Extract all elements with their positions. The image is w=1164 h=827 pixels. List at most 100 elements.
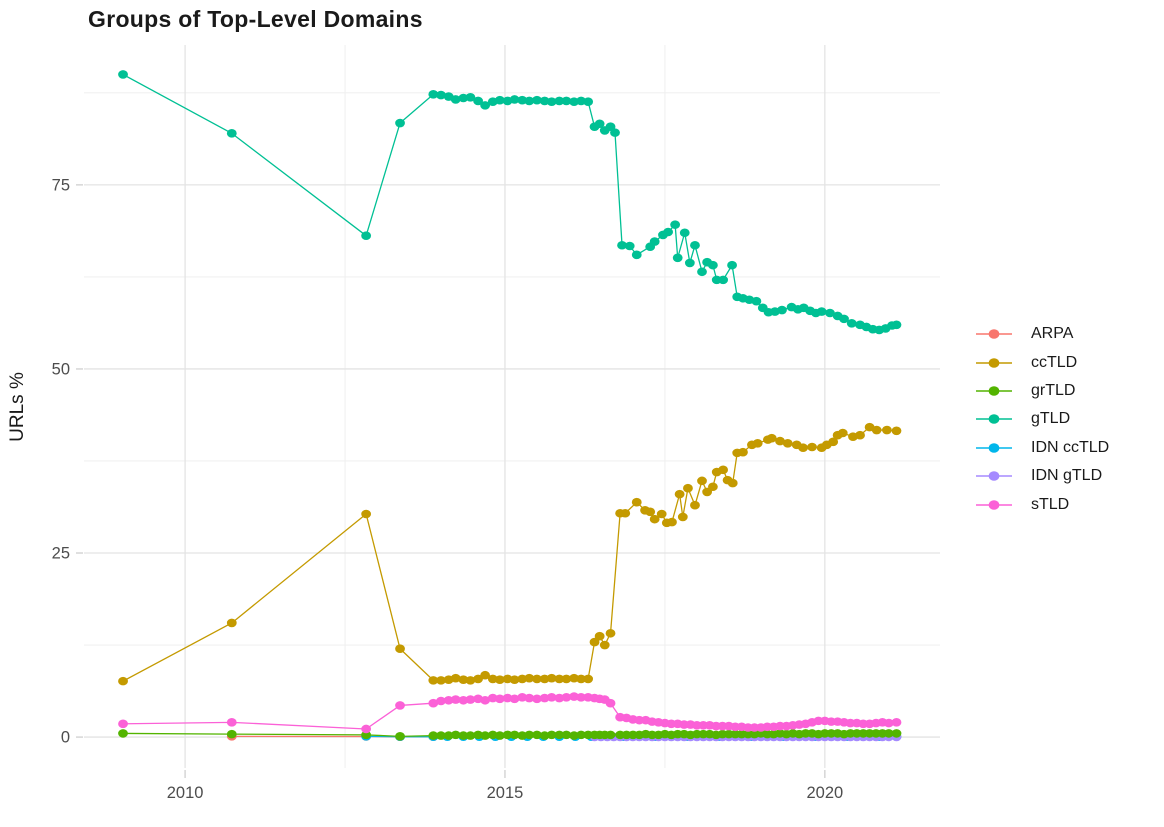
data-point	[450, 730, 461, 740]
data-point	[450, 673, 461, 683]
chart-title: Groups of Top-Level Domains	[88, 6, 423, 32]
legend-label: ccTLD	[1031, 353, 1078, 371]
data-point	[509, 730, 520, 740]
data-point	[494, 95, 505, 105]
data-point	[891, 320, 902, 330]
data-point	[361, 509, 372, 519]
data-point	[881, 425, 892, 435]
data-point	[718, 465, 729, 475]
data-point	[649, 237, 660, 246]
data-point	[480, 670, 491, 680]
data-point	[891, 426, 902, 436]
legend-item-grTLD: grTLD	[975, 377, 1109, 405]
data-point	[891, 729, 902, 738]
data-point	[524, 693, 535, 703]
data-point	[524, 96, 535, 106]
data-point	[846, 319, 857, 328]
legend-label: ARPA	[1031, 325, 1074, 343]
data-point	[891, 718, 902, 727]
legend-label: IDN gTLD	[1031, 467, 1103, 485]
data-point	[677, 512, 688, 522]
data-point	[554, 674, 565, 684]
series-ccTLD	[118, 422, 902, 686]
grid-major	[84, 45, 940, 768]
data-point	[361, 730, 372, 740]
data-point	[576, 674, 586, 684]
data-point	[561, 730, 572, 740]
legend-key-icon	[976, 357, 1012, 368]
data-point	[546, 97, 557, 106]
data-point	[871, 425, 882, 435]
data-point	[583, 97, 594, 106]
data-point	[428, 676, 439, 685]
data-point	[532, 95, 542, 105]
data-point	[656, 509, 667, 519]
data-point	[583, 674, 594, 684]
data-point	[118, 729, 128, 738]
y-tick-label: 0	[61, 729, 70, 747]
data-point	[816, 307, 827, 316]
data-point	[226, 618, 237, 628]
data-point	[605, 628, 616, 638]
legend-key-icon	[976, 471, 1012, 481]
data-point	[837, 428, 848, 438]
data-point	[436, 676, 446, 685]
data-point	[118, 70, 128, 79]
series-gTLD	[118, 70, 902, 335]
data-point	[480, 695, 491, 705]
data-point	[670, 220, 681, 229]
legend: ARPA ccTLD grTLD gTLD IDN ccTLD IDN gTLD sTLD	[975, 320, 1109, 519]
data-point	[465, 695, 476, 704]
data-point	[118, 719, 128, 729]
data-point	[465, 676, 476, 685]
data-point	[450, 695, 461, 704]
data-point	[690, 500, 700, 510]
legend-item-sTLD: sTLD	[975, 490, 1109, 518]
data-point	[649, 514, 660, 524]
data-point	[436, 731, 446, 740]
data-point	[672, 253, 683, 263]
data-point	[825, 308, 835, 318]
data-point	[226, 729, 237, 739]
data-point	[465, 731, 476, 740]
data-point	[589, 637, 600, 647]
data-point	[738, 447, 748, 457]
data-point	[707, 482, 718, 492]
series-grTLD	[118, 729, 902, 741]
grid-minor	[84, 45, 940, 768]
data-point	[576, 730, 586, 740]
legend-item-IDN-ccTLD: IDN ccTLD	[975, 434, 1109, 462]
data-point	[679, 228, 690, 238]
data-point	[458, 731, 469, 740]
data-point	[561, 96, 572, 106]
data-point	[532, 730, 542, 740]
data-point	[509, 675, 520, 684]
data-point	[883, 729, 894, 738]
data-point	[428, 731, 439, 740]
data-point	[509, 694, 520, 704]
y-tick-label: 50	[52, 360, 70, 378]
y-tick-label: 75	[52, 176, 70, 194]
data-point	[576, 693, 586, 702]
data-point	[839, 314, 849, 324]
data-point	[684, 258, 695, 268]
series-sTLD	[118, 692, 902, 734]
data-point	[450, 95, 461, 104]
data-point	[663, 227, 674, 237]
data-point	[473, 674, 483, 684]
data-point	[697, 267, 707, 277]
data-point	[782, 439, 793, 448]
legend-key-icon	[976, 386, 1012, 396]
axis-ticks	[76, 184, 826, 778]
data-point	[855, 430, 865, 440]
legend-item-gTLD: gTLD	[975, 405, 1109, 433]
data-point	[828, 437, 839, 447]
x-tick-labels: 2010 2015 2020	[167, 784, 843, 802]
data-point	[727, 260, 737, 270]
y-tick-label: 25	[52, 545, 70, 563]
data-point	[226, 129, 237, 138]
data-point	[546, 730, 557, 740]
data-point	[777, 305, 787, 315]
x-tick-label: 2015	[487, 784, 524, 802]
legend-label: gTLD	[1031, 410, 1071, 428]
